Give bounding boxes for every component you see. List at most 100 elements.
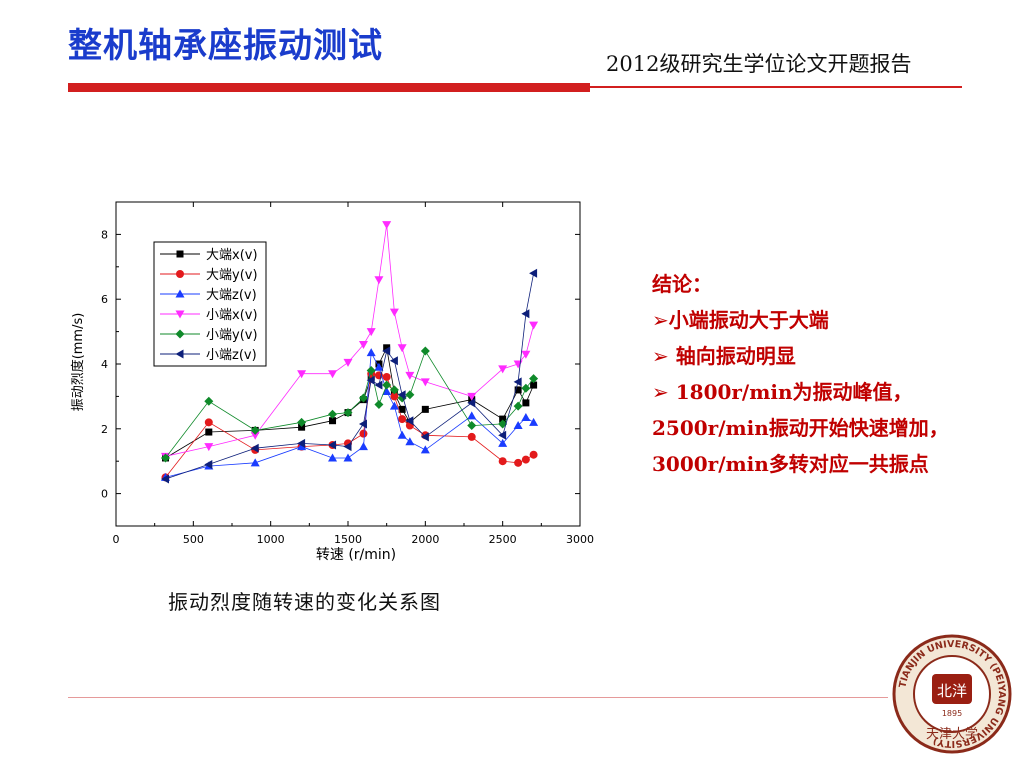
legend-label: 小端x(v)	[206, 308, 258, 323]
series-小端y(v)	[160, 346, 539, 463]
data-point	[521, 309, 530, 319]
axis-ticks: 0 500 1000 1500 2000 2500 3000 0 2 4 6 8	[101, 202, 594, 546]
conclusion-item-3c: 多转对应一共振点	[768, 452, 929, 476]
svg-text:北洋: 北洋	[937, 682, 967, 700]
data-point	[521, 455, 530, 464]
data-point	[204, 396, 214, 406]
data-point	[328, 409, 338, 419]
data-point	[467, 392, 477, 401]
data-point	[382, 346, 391, 356]
data-point	[398, 415, 407, 424]
data-point	[374, 276, 384, 285]
data-point	[498, 430, 507, 440]
data-point	[499, 415, 507, 423]
data-point	[467, 421, 477, 431]
series-小端z(v)	[160, 268, 538, 484]
data-point	[250, 425, 260, 435]
legend-label: 小端z(v)	[206, 348, 257, 363]
data-point	[366, 365, 376, 375]
data-point	[343, 453, 353, 462]
data-point	[397, 390, 406, 400]
conclusion-heading: 结论：	[652, 272, 712, 296]
data-point	[358, 341, 368, 350]
y-tick-label: 2	[101, 423, 108, 436]
data-point	[521, 383, 531, 393]
legend-label: 大端z(v)	[206, 288, 257, 303]
data-point	[374, 380, 383, 390]
page-title: 整机轴承座振动测试	[68, 26, 383, 66]
data-point	[529, 374, 539, 384]
data-point	[297, 438, 306, 448]
legend-box	[153, 241, 267, 367]
data-point	[467, 398, 476, 408]
data-point	[204, 443, 214, 452]
data-point	[382, 387, 392, 396]
bullet-arrow-icon: ➢	[652, 380, 669, 404]
data-point	[529, 268, 538, 278]
data-point	[358, 419, 367, 429]
x-tick-label: 1000	[257, 533, 285, 546]
data-point	[383, 344, 391, 352]
university-seal-logo: TIANJIN UNIVERSITY (PEIYANG UNIVERSITY) …	[892, 634, 1012, 754]
data-point	[176, 270, 184, 278]
data-point	[513, 401, 523, 411]
conclusion-item-3b: 3000r/min	[652, 452, 769, 476]
footer-divider	[68, 697, 888, 698]
data-point	[366, 348, 376, 357]
data-point	[420, 445, 430, 454]
data-point	[175, 310, 185, 319]
data-point	[421, 405, 429, 413]
data-point	[250, 443, 259, 453]
data-point	[513, 377, 522, 387]
data-point	[204, 459, 213, 469]
data-point	[382, 221, 392, 230]
data-point	[420, 378, 430, 387]
data-point	[175, 329, 185, 339]
data-point	[513, 421, 523, 430]
data-point	[405, 437, 415, 446]
data-point	[529, 450, 538, 459]
data-point	[205, 428, 213, 436]
data-point	[297, 417, 307, 427]
data-point	[176, 250, 184, 258]
data-point	[521, 412, 531, 421]
data-point	[467, 432, 476, 441]
x-tick-label: 500	[183, 533, 204, 546]
x-tick-label: 3000	[566, 533, 594, 546]
data-point	[328, 370, 338, 379]
data-point	[160, 453, 170, 463]
y-tick-label: 6	[101, 293, 108, 306]
data-point	[467, 411, 477, 420]
conclusion-item-3a: 1800r/min为振动峰值，2500r/min振动开始快速增加，	[652, 380, 949, 440]
data-point	[328, 453, 338, 462]
data-point	[374, 362, 384, 371]
data-point	[329, 417, 337, 425]
data-point	[398, 405, 406, 413]
data-point	[420, 432, 429, 442]
data-point	[498, 457, 507, 466]
svg-text:天津大学: 天津大学	[926, 726, 978, 742]
series-大端y(v)	[161, 369, 538, 482]
data-point	[160, 474, 169, 484]
data-point	[374, 400, 384, 409]
x-tick-label: 2500	[489, 533, 517, 546]
data-point	[343, 408, 353, 418]
data-point	[389, 385, 399, 395]
data-point	[405, 371, 415, 380]
data-point	[420, 346, 430, 356]
data-point	[250, 458, 260, 467]
bullet-arrow-icon: ➢	[652, 308, 669, 332]
data-point	[514, 458, 523, 467]
conclusion-item-1: 小端振动大于大端	[668, 308, 829, 332]
x-tick-label: 0	[113, 533, 120, 546]
legend-label: 大端y(v)	[206, 268, 258, 283]
data-point	[498, 365, 508, 374]
y-axis-label: 振动烈度(mm/s)	[70, 313, 86, 412]
data-point	[513, 360, 523, 369]
data-point	[204, 418, 213, 427]
data-point	[389, 401, 399, 410]
data-point	[359, 429, 368, 438]
svg-text:1895: 1895	[942, 709, 962, 718]
data-point	[397, 344, 407, 353]
